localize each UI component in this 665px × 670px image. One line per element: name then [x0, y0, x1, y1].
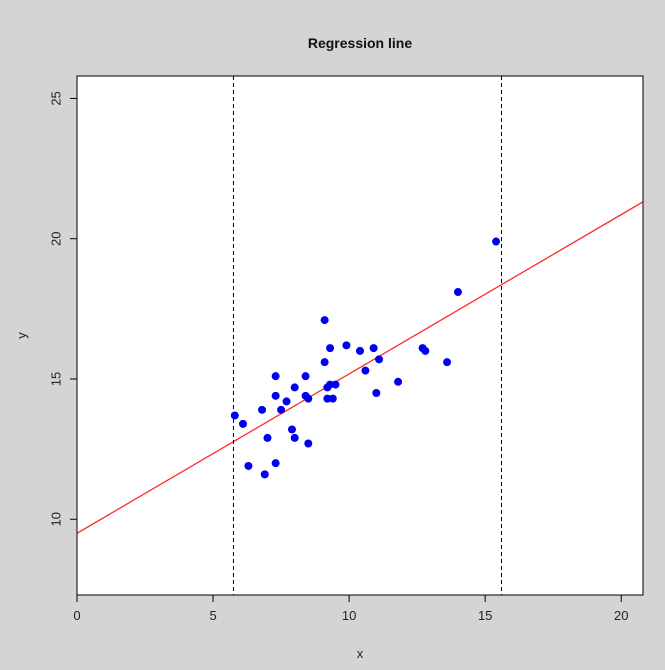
data-point: [356, 346, 364, 355]
x-tick-label: 0: [73, 608, 80, 623]
data-point: [443, 358, 452, 367]
y-axis: 10 15 20 25: [48, 91, 78, 526]
data-point: [290, 433, 299, 442]
data-point: [238, 419, 247, 428]
data-point: [277, 405, 286, 414]
data-point: [453, 288, 462, 297]
data-point: [372, 389, 381, 398]
y-axis-label: y: [14, 332, 29, 339]
data-point: [271, 372, 280, 381]
data-point: [421, 346, 430, 355]
data-point: [320, 316, 329, 325]
x-tick-label: 15: [478, 608, 492, 623]
vertical-lines: [232, 76, 502, 595]
y-tick-label: 20: [48, 231, 63, 245]
data-point: [394, 377, 403, 386]
data-point: [304, 439, 313, 448]
x-axis: 0 5 10 15 20: [73, 594, 628, 623]
data-point: [492, 237, 501, 246]
data-point: [271, 391, 280, 400]
data-point: [244, 461, 253, 470]
data-point: [263, 433, 272, 442]
data-point: [282, 397, 291, 406]
data-point: [361, 366, 370, 375]
plot-area: [77, 76, 643, 595]
x-tick-label: 20: [614, 608, 628, 623]
chart-title: Regression line: [308, 35, 412, 51]
y-tick-label: 15: [48, 372, 63, 386]
data-points: [230, 237, 501, 479]
data-point: [304, 394, 313, 403]
x-axis-label: x: [357, 646, 364, 661]
data-point: [328, 394, 337, 403]
data-point: [331, 380, 340, 389]
data-point: [287, 425, 296, 434]
data-point: [271, 459, 280, 468]
data-point: [369, 344, 378, 353]
data-point: [301, 372, 310, 381]
x-tick-label: 5: [209, 608, 216, 623]
data-point: [320, 358, 329, 367]
data-point: [290, 383, 299, 392]
data-point: [230, 411, 239, 420]
regression-line: [77, 201, 643, 534]
y-tick-label: 25: [48, 91, 63, 105]
data-point: [260, 470, 269, 479]
data-point: [258, 405, 267, 414]
data-point: [342, 341, 351, 350]
data-point: [326, 344, 335, 353]
x-tick-label: 10: [342, 608, 356, 623]
data-point: [375, 355, 384, 364]
y-tick-label: 10: [48, 512, 63, 526]
